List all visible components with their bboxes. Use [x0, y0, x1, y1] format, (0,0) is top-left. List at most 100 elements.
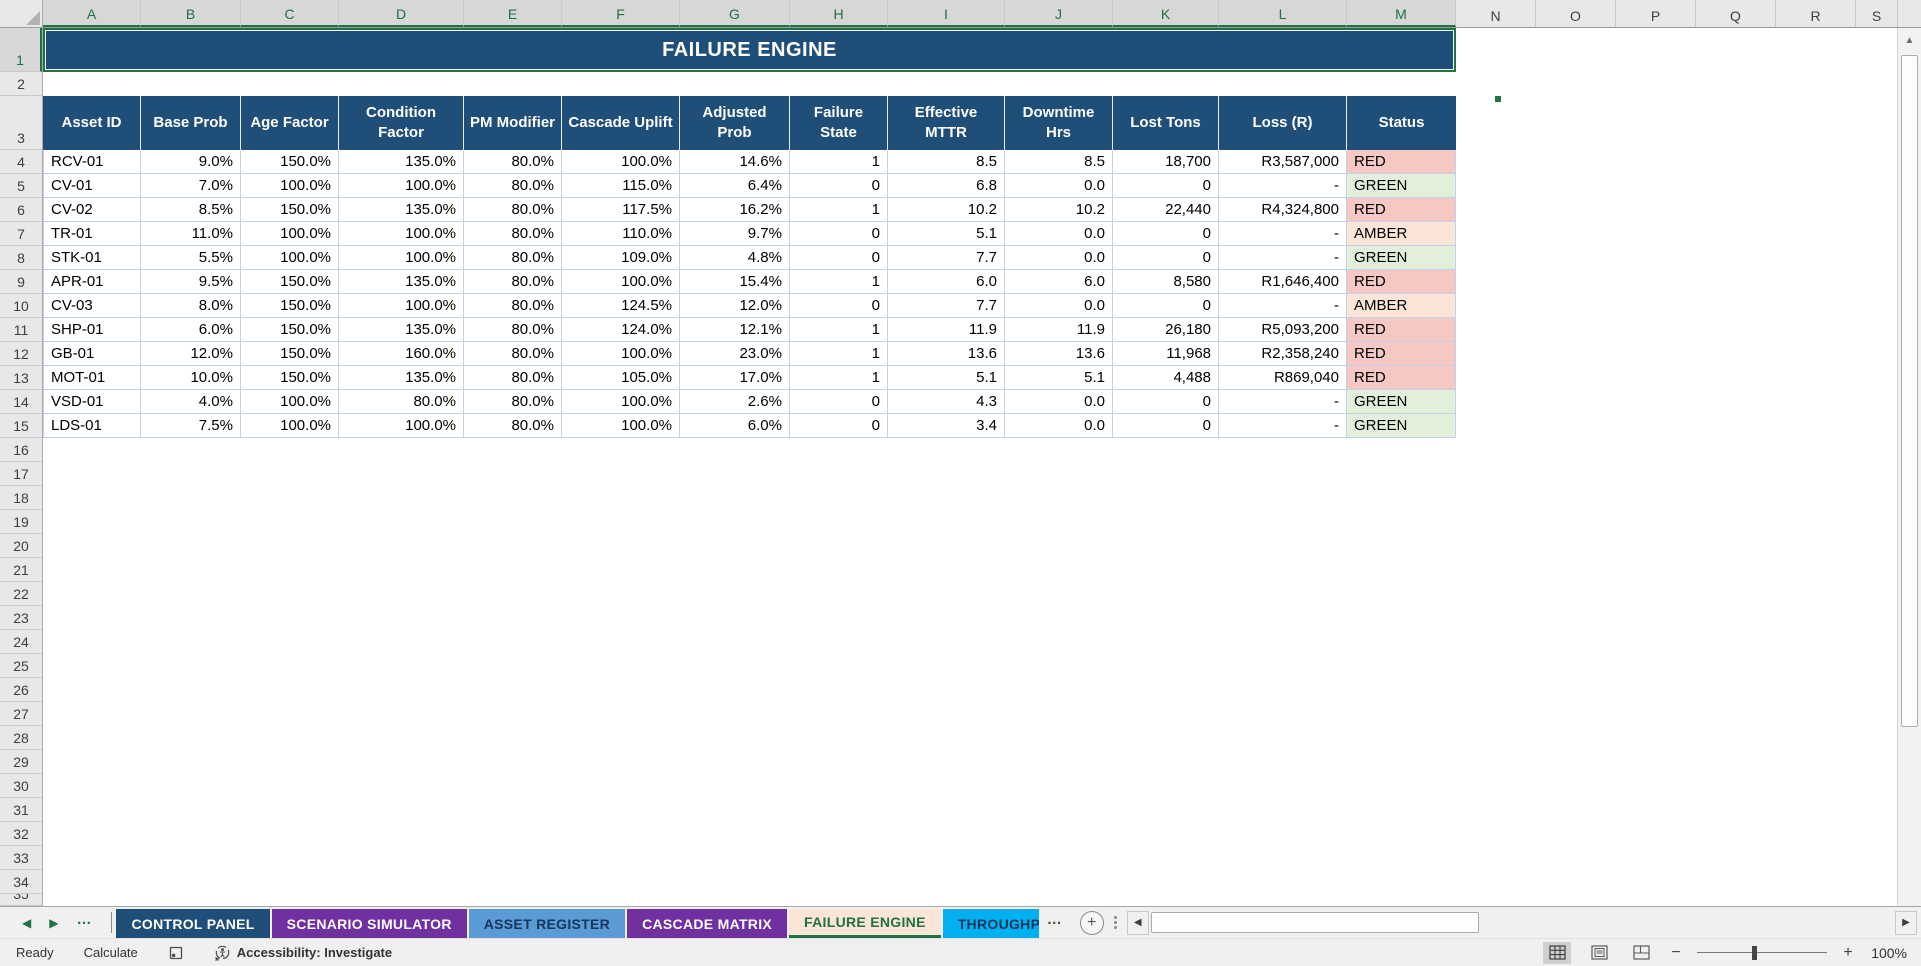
row-header-19[interactable]: 19: [0, 510, 42, 534]
cell[interactable]: 6.0%: [680, 414, 790, 438]
cell[interactable]: 11.9: [888, 318, 1005, 342]
row-header-28[interactable]: 28: [0, 726, 42, 750]
sheet-tab-throughp[interactable]: THROUGHP: [942, 909, 1039, 938]
row-header-20[interactable]: 20: [0, 534, 42, 558]
cell[interactable]: CV-01: [43, 174, 141, 198]
cell[interactable]: 8,580: [1113, 270, 1219, 294]
scroll-up-arrow-icon[interactable]: ▲: [1898, 28, 1921, 52]
cell[interactable]: 16.2%: [680, 198, 790, 222]
cell[interactable]: 100.0%: [241, 222, 339, 246]
horizontal-scroll-track[interactable]: [1148, 910, 1895, 935]
row-header-35[interactable]: 35: [0, 894, 42, 906]
zoom-out-button[interactable]: −: [1671, 943, 1681, 961]
normal-view-button[interactable]: [1543, 941, 1571, 964]
column-header-G[interactable]: G: [680, 0, 790, 27]
cell[interactable]: -: [1219, 390, 1347, 414]
cell[interactable]: 14.6%: [680, 150, 790, 174]
cell[interactable]: 13.6: [1005, 342, 1113, 366]
row-header-17[interactable]: 17: [0, 462, 42, 486]
status-cell[interactable]: RED: [1347, 150, 1456, 174]
cell[interactable]: R3,587,000: [1219, 150, 1347, 174]
cell[interactable]: STK-01: [43, 246, 141, 270]
sheet-tab-cascade-matrix[interactable]: CASCADE MATRIX: [627, 909, 788, 938]
column-header-N[interactable]: N: [1456, 0, 1536, 27]
select-all-corner[interactable]: [0, 0, 43, 27]
row-header-16[interactable]: 16: [0, 438, 42, 462]
cell[interactable]: 80.0%: [464, 222, 562, 246]
cell[interactable]: 8.0%: [141, 294, 241, 318]
row-header-15[interactable]: 15: [0, 414, 42, 438]
cell[interactable]: R1,646,400: [1219, 270, 1347, 294]
row-header-4[interactable]: 4: [0, 150, 42, 174]
row-header-14[interactable]: 14: [0, 390, 42, 414]
cell[interactable]: 10.2: [1005, 198, 1113, 222]
cell[interactable]: 150.0%: [241, 198, 339, 222]
cell[interactable]: 150.0%: [241, 150, 339, 174]
cell[interactable]: 4.0%: [141, 390, 241, 414]
cell[interactable]: -: [1219, 414, 1347, 438]
cell[interactable]: 12.1%: [680, 318, 790, 342]
cell[interactable]: 100.0%: [241, 174, 339, 198]
accessibility-status[interactable]: Accessibility: Investigate: [236, 945, 393, 960]
cell[interactable]: 0: [790, 174, 888, 198]
status-cell[interactable]: RED: [1347, 342, 1456, 366]
row-header-8[interactable]: 8: [0, 246, 42, 270]
cell[interactable]: 15.4%: [680, 270, 790, 294]
cell[interactable]: 11.0%: [141, 222, 241, 246]
cell[interactable]: 100.0%: [241, 390, 339, 414]
cell[interactable]: 5.1: [888, 366, 1005, 390]
cell[interactable]: VSD-01: [43, 390, 141, 414]
status-cell[interactable]: RED: [1347, 318, 1456, 342]
cell[interactable]: 4.3: [888, 390, 1005, 414]
cell[interactable]: 160.0%: [339, 342, 464, 366]
cell[interactable]: MOT-01: [43, 366, 141, 390]
cell[interactable]: 4,488: [1113, 366, 1219, 390]
tab-nav-ellipsis[interactable]: …: [76, 911, 94, 928]
row-header-3[interactable]: 3: [0, 96, 42, 150]
row-header-27[interactable]: 27: [0, 702, 42, 726]
cell[interactable]: 80.0%: [464, 318, 562, 342]
vertical-scrollbar[interactable]: ▲ ▼: [1897, 28, 1921, 906]
row-header-10[interactable]: 10: [0, 294, 42, 318]
cell[interactable]: 80.0%: [464, 414, 562, 438]
status-cell[interactable]: GREEN: [1347, 174, 1456, 198]
cell[interactable]: 6.0%: [141, 318, 241, 342]
cell[interactable]: 7.7: [888, 294, 1005, 318]
column-header-S[interactable]: S: [1856, 0, 1898, 27]
cell[interactable]: CV-03: [43, 294, 141, 318]
cell[interactable]: 10.0%: [141, 366, 241, 390]
cell[interactable]: 100.0%: [562, 342, 680, 366]
cell[interactable]: 8.5: [1005, 150, 1113, 174]
scroll-right-arrow-icon[interactable]: ▶: [1895, 910, 1917, 935]
cell[interactable]: -: [1219, 294, 1347, 318]
cell[interactable]: R869,040: [1219, 366, 1347, 390]
status-cell[interactable]: GREEN: [1347, 390, 1456, 414]
cell[interactable]: 117.5%: [562, 198, 680, 222]
cell[interactable]: 11.9: [1005, 318, 1113, 342]
status-cell[interactable]: RED: [1347, 366, 1456, 390]
cell[interactable]: 0: [790, 390, 888, 414]
cell[interactable]: 109.0%: [562, 246, 680, 270]
column-header-K[interactable]: K: [1113, 0, 1219, 27]
cell[interactable]: -: [1219, 222, 1347, 246]
page-break-view-button[interactable]: [1627, 942, 1655, 964]
cell[interactable]: 100.0%: [241, 246, 339, 270]
column-header-A[interactable]: A: [43, 0, 141, 27]
cell[interactable]: 135.0%: [339, 198, 464, 222]
cell[interactable]: 0: [790, 294, 888, 318]
page-layout-view-button[interactable]: [1585, 942, 1613, 964]
cell[interactable]: 7.0%: [141, 174, 241, 198]
zoom-level[interactable]: 100%: [1871, 944, 1907, 961]
row-header-32[interactable]: 32: [0, 822, 42, 846]
cell[interactable]: 6.0: [888, 270, 1005, 294]
cell[interactable]: 80.0%: [464, 366, 562, 390]
column-header-C[interactable]: C: [241, 0, 339, 27]
cell[interactable]: 22,440: [1113, 198, 1219, 222]
cell[interactable]: 100.0%: [339, 246, 464, 270]
row-header-7[interactable]: 7: [0, 222, 42, 246]
cell[interactable]: 0: [790, 246, 888, 270]
scroll-left-arrow-icon[interactable]: ◀: [1126, 910, 1149, 935]
vertical-scroll-thumb[interactable]: [1901, 55, 1918, 727]
column-header-P[interactable]: P: [1616, 0, 1696, 27]
sheet-tab-asset-register[interactable]: ASSET REGISTER: [468, 909, 626, 938]
